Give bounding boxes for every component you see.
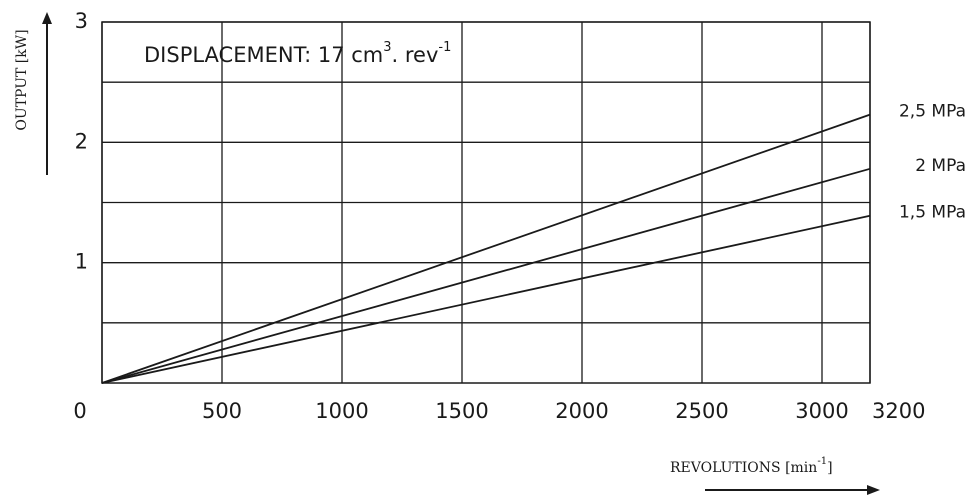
series-label: 1,5 MPa — [899, 203, 966, 223]
line — [101, 113, 871, 384]
x-tick-label: 0 — [73, 399, 86, 423]
x-tick-label: 2500 — [675, 399, 728, 423]
y-tick-label: 2 — [75, 129, 88, 153]
chart-title: DISPLACEMENT: 17 cm3. rev-1 — [144, 40, 451, 68]
y-axis-label: OUTPUT [kW] — [14, 29, 30, 130]
line — [101, 167, 871, 384]
x-tick-label: 3200 — [872, 399, 925, 423]
line — [101, 214, 871, 384]
x-tick-label: 1000 — [315, 399, 368, 423]
x-arrow-head — [867, 485, 880, 495]
series-label: 2 MPa — [915, 156, 966, 176]
series-label: 2,5 MPa — [899, 102, 966, 122]
y-tick-label: 1 — [75, 250, 88, 274]
x-tick-label: 3000 — [795, 399, 848, 423]
x-tick-label: 2000 — [555, 399, 608, 423]
y-tick-label: 3 — [75, 9, 88, 33]
x-axis-label: REVOLUTIONS [min-1] — [670, 456, 833, 477]
x-tick-label: 500 — [202, 399, 242, 423]
x-tick-label: 1500 — [435, 399, 488, 423]
y-arrow-head — [42, 12, 52, 24]
